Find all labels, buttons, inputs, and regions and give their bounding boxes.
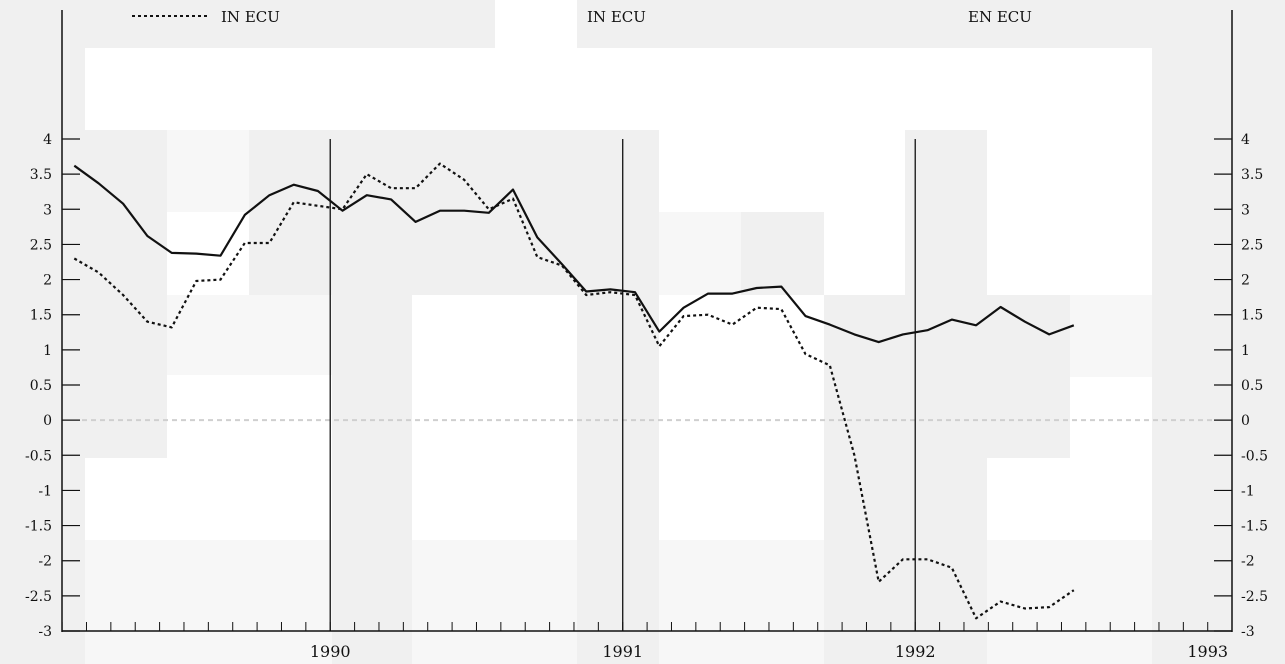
panel [249, 130, 497, 295]
panel [577, 295, 659, 458]
y-tick-label-left: 0.5 [30, 378, 52, 394]
y-tick-label-left: 2 [43, 273, 52, 289]
panel [987, 540, 1152, 664]
panel [0, 0, 495, 48]
panel [85, 540, 332, 664]
x-year-label: 1991 [602, 642, 643, 661]
y-tick-label-left: -2.5 [25, 589, 52, 605]
y-tick-label-right: 2.5 [1241, 237, 1263, 253]
y-tick-label-left: -1.5 [25, 519, 52, 535]
panel [1152, 48, 1285, 664]
y-tick-label-right: 2 [1241, 273, 1250, 289]
y-tick-label-left: -3 [38, 624, 52, 640]
y-tick-label-left: -1 [38, 483, 52, 499]
panel [824, 458, 987, 664]
section-headers: IN ECU EN ECU [587, 8, 1032, 26]
header-in-ecu: IN ECU [587, 8, 646, 26]
x-year-label: 1992 [895, 642, 936, 661]
y-tick-label-right: -2 [1241, 554, 1255, 570]
y-tick-label-right: 3 [1241, 202, 1250, 218]
panel [1070, 295, 1152, 377]
y-tick-label-right: 3.5 [1241, 167, 1263, 183]
ticks: 4 4 3.5 3.5 3 3 2.5 2.5 2 2 1.5 1.5 1 1 0.5 0.5 0 0 -0.5 -0… [25, 132, 1268, 661]
x-year-label: 1993 [1187, 642, 1228, 661]
year-separators [329, 139, 916, 631]
y-tick-label-right: 0.5 [1241, 378, 1263, 394]
panel [0, 48, 85, 664]
y-tick-label-left: 1 [43, 343, 52, 359]
y-tick-label-left: 3.5 [30, 167, 52, 183]
panel [85, 130, 167, 295]
y-tick-label-right: -0.5 [1241, 448, 1268, 464]
panel [824, 295, 1070, 458]
header-en-ecu: EN ECU [968, 8, 1032, 26]
y-tick-label-left: -0.5 [25, 448, 52, 464]
panel [85, 295, 167, 458]
panel [332, 295, 412, 458]
y-tick-label-right: -1 [1241, 483, 1255, 499]
y-tick-label-left: 4 [43, 132, 52, 148]
y-tick-label-right: 4 [1241, 132, 1250, 148]
y-tick-label-right: -1.5 [1241, 519, 1268, 535]
panel [412, 540, 577, 664]
y-tick-label-left: 2.5 [30, 237, 52, 253]
panel [167, 295, 332, 375]
y-tick-label-left: 0 [43, 413, 52, 429]
y-tick-label-right: -2.5 [1241, 589, 1268, 605]
y-tick-label-left: 1.5 [30, 308, 52, 324]
panel [577, 458, 659, 664]
y-tick-label-right: 1.5 [1241, 308, 1263, 324]
panel [577, 0, 1285, 48]
y-tick-label-right: 1 [1241, 343, 1250, 359]
legend: IN ECU [132, 8, 280, 26]
series [73, 162, 1075, 620]
panel [659, 540, 824, 664]
panel [167, 130, 249, 212]
y-tick-label-right: -3 [1241, 624, 1255, 640]
panel [332, 458, 412, 664]
panel [577, 130, 659, 295]
panel [905, 130, 987, 295]
y-tick-label-left: 3 [43, 202, 52, 218]
series-line-dotted [73, 162, 1075, 620]
series-line-solid [73, 164, 1075, 344]
panel [741, 212, 824, 295]
x-year-label: 1990 [310, 642, 351, 661]
panel [497, 130, 577, 295]
y-tick-label-right: 0 [1241, 413, 1250, 429]
legend-label: IN ECU [221, 8, 280, 26]
y-tick-label-left: -2 [38, 554, 52, 570]
